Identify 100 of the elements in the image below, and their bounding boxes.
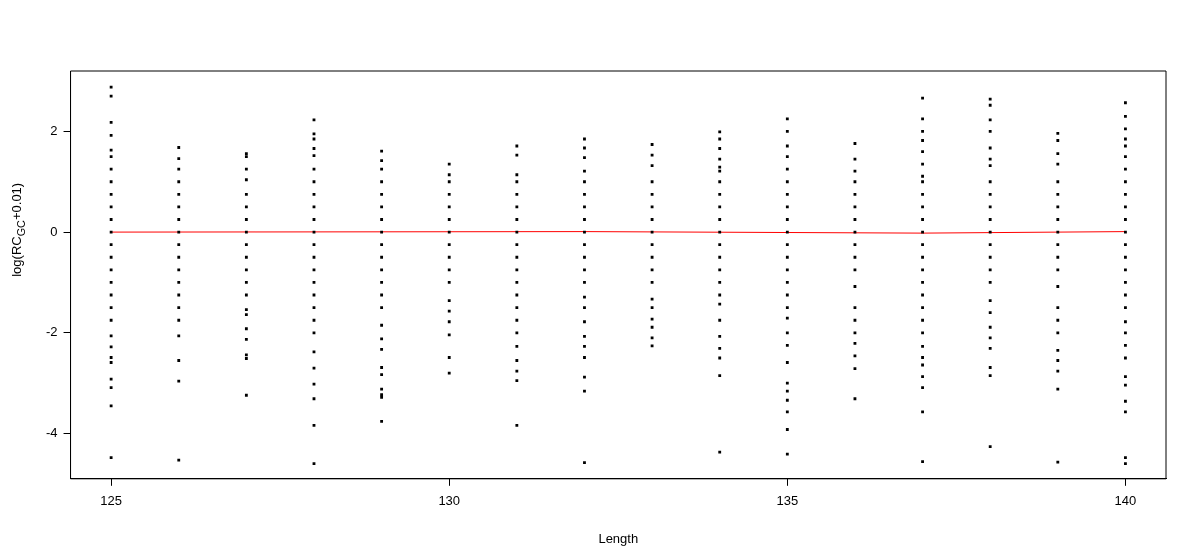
point [583, 306, 586, 310]
point [109, 281, 113, 284]
point [718, 374, 722, 378]
point [1124, 281, 1127, 284]
point [515, 218, 519, 221]
point [177, 359, 181, 362]
point [1056, 139, 1060, 142]
point [583, 389, 586, 393]
point [718, 157, 722, 161]
point [583, 243, 586, 247]
point [244, 313, 248, 317]
point [650, 336, 654, 340]
point [718, 192, 722, 196]
point [515, 192, 519, 196]
point [380, 243, 384, 247]
point [785, 343, 789, 347]
point [921, 306, 924, 310]
y-tick-label: 2 [50, 122, 58, 138]
point [1056, 230, 1060, 234]
point [921, 268, 924, 272]
point [988, 243, 992, 247]
point [583, 230, 586, 234]
point [1124, 268, 1127, 272]
point [109, 120, 113, 124]
point [1056, 132, 1060, 135]
point [988, 445, 992, 448]
point [785, 331, 789, 335]
point [1056, 331, 1060, 335]
point [650, 230, 654, 234]
point [1124, 243, 1127, 247]
point [718, 281, 722, 284]
point [988, 118, 992, 122]
point [515, 173, 519, 177]
point [988, 180, 992, 184]
point [718, 230, 722, 234]
point [244, 337, 248, 341]
point [447, 255, 451, 259]
x-tick-label: 130 [438, 493, 461, 509]
point [447, 356, 451, 359]
point [380, 268, 384, 272]
point [785, 130, 789, 133]
point [785, 268, 789, 272]
point [583, 334, 586, 338]
point [447, 268, 451, 272]
point [785, 243, 789, 247]
point [177, 458, 181, 462]
point [447, 320, 451, 324]
point [447, 243, 451, 247]
point [1124, 192, 1127, 196]
point [650, 143, 654, 146]
point [988, 157, 992, 161]
point [177, 218, 181, 221]
point [988, 130, 992, 133]
x-axis-title: Length [598, 530, 639, 546]
point [718, 169, 722, 173]
point [988, 346, 992, 350]
point [1124, 320, 1127, 324]
point [785, 255, 789, 259]
point [921, 117, 924, 121]
point [988, 192, 992, 196]
point [515, 230, 519, 234]
point [1056, 192, 1060, 196]
point [785, 361, 789, 364]
point [1056, 180, 1060, 184]
point [380, 255, 384, 259]
point [650, 255, 654, 259]
point [109, 456, 113, 460]
point [650, 180, 654, 184]
point [583, 255, 586, 259]
point [1124, 383, 1127, 387]
point [515, 281, 519, 284]
point [1056, 387, 1060, 391]
point [921, 281, 924, 284]
point [921, 386, 924, 390]
point [785, 230, 789, 234]
point [785, 381, 789, 385]
point [244, 308, 248, 312]
point [583, 356, 586, 359]
point [244, 152, 248, 155]
point [1056, 460, 1060, 464]
point [515, 306, 519, 310]
point [244, 218, 248, 221]
point [921, 192, 924, 196]
point [447, 230, 451, 234]
point [1124, 410, 1127, 414]
point [921, 174, 924, 178]
point [921, 331, 924, 335]
point [380, 230, 384, 234]
point [109, 306, 113, 310]
point [583, 281, 586, 284]
point [177, 334, 181, 338]
point [1124, 114, 1127, 118]
point [109, 218, 113, 221]
point [447, 333, 451, 337]
point [109, 167, 113, 171]
point [515, 331, 519, 335]
point [1056, 268, 1060, 272]
point [109, 361, 113, 364]
point [1056, 359, 1060, 362]
point [109, 386, 113, 390]
